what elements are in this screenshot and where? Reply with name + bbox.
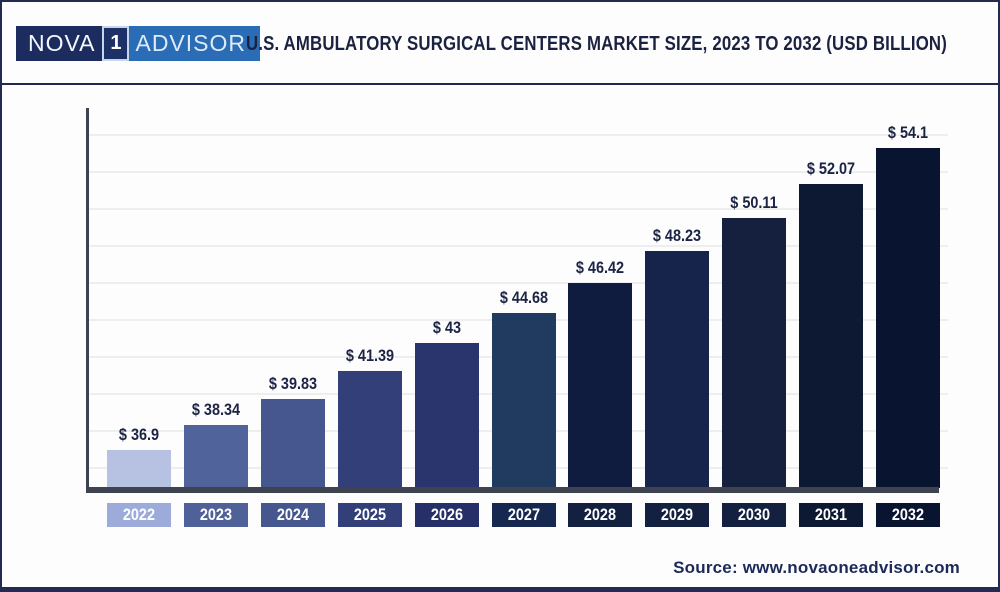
- bar-value-label-2022: $ 36.9: [118, 425, 160, 444]
- x-axis-baseline: [86, 487, 939, 493]
- x-axis-year-text: 2025: [353, 505, 387, 524]
- bar-2027: [492, 313, 556, 488]
- bar-2032: [876, 148, 940, 488]
- bar-2029: [645, 251, 709, 488]
- x-axis-label-2025: 2025: [338, 503, 402, 527]
- x-axis-label-2024: 2024: [261, 503, 325, 527]
- x-axis-label-2022: 2022: [107, 503, 171, 527]
- bar-2023: [184, 425, 248, 488]
- bar-2025: [338, 371, 402, 488]
- header: NOVA 1 ADVISOR U.S. AMBULATORY SURGICAL …: [2, 2, 998, 85]
- x-axis-label-2031: 2031: [799, 503, 863, 527]
- bar-2028: [568, 283, 632, 488]
- logo-badge-one: 1: [102, 26, 130, 61]
- gridline: [88, 134, 948, 136]
- x-axis-label-2023: 2023: [184, 503, 248, 527]
- nova-one-advisor-logo: NOVA 1 ADVISOR: [16, 26, 261, 61]
- bar-value-label-2030: $ 50.11: [730, 193, 778, 212]
- x-axis-label-2028: 2028: [568, 503, 632, 527]
- bar-value-label-2025: $ 41.39: [345, 346, 395, 365]
- chart-title: U.S. AMBULATORY SURGICAL CENTERS MARKET …: [246, 33, 948, 55]
- x-axis-year-text: 2029: [660, 505, 694, 524]
- gridline: [88, 282, 948, 284]
- x-axis-year-text: 2027: [507, 505, 541, 524]
- gridline: [88, 245, 948, 247]
- bar-value-label-2027: $ 44.68: [499, 288, 549, 307]
- bar-2022: [107, 450, 171, 488]
- x-axis-label-2026: 2026: [415, 503, 479, 527]
- bar-2031: [799, 184, 863, 488]
- x-axis-label-2029: 2029: [645, 503, 709, 527]
- bar-value-label-2026: $ 43: [432, 318, 462, 337]
- logo-text-nova: NOVA: [16, 26, 103, 61]
- bar-value-label-2031: $ 52.07: [806, 159, 856, 178]
- x-axis-year-text: 2032: [891, 505, 925, 524]
- gridline: [88, 208, 948, 210]
- logo-text-advisor: ADVISOR: [129, 26, 261, 61]
- x-axis-year-text: 2028: [583, 505, 617, 524]
- y-axis-line: [86, 108, 89, 493]
- x-axis-year-text: 2023: [199, 505, 233, 524]
- bar-2024: [261, 399, 325, 488]
- bar-value-label-2024: $ 39.83: [268, 374, 318, 393]
- source-text: Source: www.novaoneadvisor.com: [673, 558, 960, 577]
- x-axis-year-text: 2024: [276, 505, 310, 524]
- bar-value-label-2028: $ 46.42: [575, 258, 625, 277]
- bar-value-label-2029: $ 48.23: [652, 226, 702, 245]
- x-axis-label-2027: 2027: [492, 503, 556, 527]
- x-axis-year-text: 2022: [122, 505, 156, 524]
- x-axis-label-2030: 2030: [722, 503, 786, 527]
- x-axis-year-text: 2031: [814, 505, 848, 524]
- gridline: [88, 171, 948, 173]
- bar-2026: [415, 343, 479, 488]
- x-axis-year-text: 2026: [430, 505, 464, 524]
- x-axis-label-2032: 2032: [876, 503, 940, 527]
- bar-value-label-2032: $ 54.1: [887, 123, 929, 142]
- x-axis-year-text: 2030: [737, 505, 771, 524]
- bar-2030: [722, 218, 786, 488]
- bar-value-label-2023: $ 38.34: [191, 400, 241, 419]
